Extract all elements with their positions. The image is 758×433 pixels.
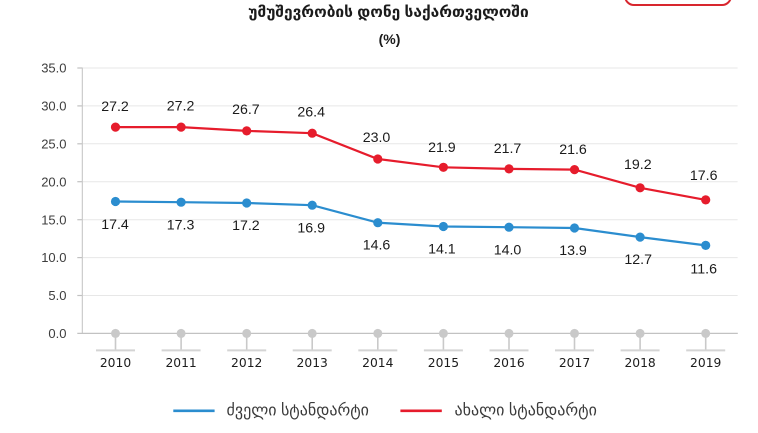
svg-text:2011: 2011 <box>165 356 196 370</box>
svg-text:15.0: 15.0 <box>41 212 66 227</box>
svg-text:5.0: 5.0 <box>48 288 66 303</box>
svg-text:10.0: 10.0 <box>41 250 66 265</box>
svg-text:2012: 2012 <box>231 356 262 370</box>
svg-text:14.6: 14.6 <box>363 237 391 253</box>
svg-text:26.4: 26.4 <box>297 104 325 120</box>
svg-text:21.6: 21.6 <box>559 142 587 158</box>
svg-text:27.2: 27.2 <box>101 99 129 115</box>
svg-text:21.7: 21.7 <box>494 141 522 157</box>
svg-text:30.0: 30.0 <box>41 99 66 114</box>
svg-text:12.7: 12.7 <box>624 252 652 268</box>
svg-text:2015: 2015 <box>428 356 459 370</box>
svg-text:13.9: 13.9 <box>559 243 587 259</box>
svg-text:26.7: 26.7 <box>232 102 260 118</box>
svg-text:16.9: 16.9 <box>297 220 325 236</box>
svg-text:27.2: 27.2 <box>167 98 195 114</box>
svg-text:ახალი სტანდარტი: ახალი სტანდარტი <box>455 402 597 420</box>
svg-text:14.1: 14.1 <box>428 242 456 258</box>
svg-text:11.6: 11.6 <box>690 261 717 277</box>
svg-text:17.2: 17.2 <box>232 218 260 234</box>
svg-text:17.3: 17.3 <box>167 217 195 233</box>
svg-text:35.0: 35.0 <box>41 61 66 76</box>
svg-text:23.0: 23.0 <box>363 130 391 146</box>
svg-text:25.0: 25.0 <box>41 136 66 151</box>
svg-text:2017: 2017 <box>559 356 590 370</box>
svg-text:2013: 2013 <box>297 356 328 370</box>
svg-text:17.6: 17.6 <box>690 168 718 184</box>
svg-text:17.4: 17.4 <box>101 217 129 233</box>
svg-text:ძველი სტანდარტი: ძველი სტანდარტი <box>227 402 369 420</box>
svg-text:2019: 2019 <box>690 356 721 370</box>
svg-text:14.0: 14.0 <box>494 242 522 258</box>
svg-text:2018: 2018 <box>624 356 655 370</box>
svg-text:0.0: 0.0 <box>48 326 66 341</box>
svg-text:2014: 2014 <box>362 356 393 370</box>
svg-text:2010: 2010 <box>100 356 131 370</box>
svg-text:2016: 2016 <box>493 356 524 370</box>
svg-text:20.0: 20.0 <box>41 174 66 189</box>
svg-text:19.2: 19.2 <box>624 157 652 173</box>
svg-text:21.9: 21.9 <box>428 140 456 156</box>
